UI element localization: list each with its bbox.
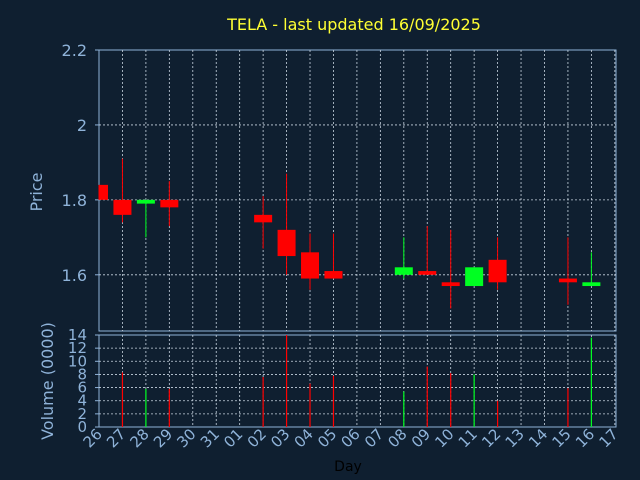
candle-body (113, 199, 132, 215)
candle-body (136, 199, 155, 204)
x-tick-label: 15 (549, 425, 575, 451)
volume-tick-label: 12 (68, 339, 87, 357)
candle-body (301, 252, 320, 279)
x-tick-label: 28 (126, 425, 152, 451)
volume-tick-label: 2 (77, 405, 87, 423)
x-tick-label: 08 (384, 425, 410, 451)
price-panel: 2.2 2 1.8 1.6 Price (27, 41, 617, 332)
x-tick-label: 12 (478, 425, 504, 451)
x-tick-label: 01 (220, 425, 246, 451)
candle-body (160, 199, 179, 208)
x-tick-label: 05 (314, 425, 340, 451)
price-plot-frame (98, 49, 617, 332)
x-tick-label: 06 (338, 425, 364, 451)
volume-plot-frame (98, 334, 617, 428)
x-tick-label: 17 (595, 425, 621, 451)
x-tick-label: 14 (525, 425, 551, 451)
volume-tick-label: 6 (77, 379, 87, 397)
candle-body (582, 282, 601, 287)
volume-tick-label: 14 (68, 326, 87, 344)
candles (98, 158, 601, 309)
x-tick-label: 29 (150, 425, 176, 451)
price-axis-label: Price (27, 172, 46, 211)
candle-body (254, 214, 273, 223)
candle-body (441, 282, 460, 287)
volume-tick-label: 0 (77, 418, 87, 436)
x-tick-label: 09 (408, 425, 434, 451)
candle-body (558, 278, 577, 283)
volume-tick-label: 10 (68, 352, 87, 370)
candle-body (394, 267, 413, 275)
candle-body (324, 271, 343, 279)
volume-bars (121, 335, 592, 427)
candle-body (418, 271, 437, 275)
candle-body (488, 259, 507, 283)
x-tick-label: 11 (455, 425, 481, 451)
x-tick-label: 13 (502, 425, 528, 451)
price-tick-label: 1.8 (62, 191, 87, 210)
x-tick-label: 10 (431, 425, 457, 451)
price-y-ticks: 2.2 2 1.8 1.6 (62, 41, 99, 285)
x-tick-label: 03 (267, 425, 293, 451)
candle-body (99, 184, 108, 200)
price-tick-label: 2 (77, 116, 87, 135)
x-tick-label: 04 (291, 425, 317, 451)
price-tick-label: 2.2 (62, 41, 87, 60)
x-tick-label: 31 (197, 425, 223, 451)
x-axis-label: Day (334, 459, 362, 475)
x-tick-labels: 2627282930310102030405060708091011121314… (80, 425, 622, 451)
price-tick-label: 1.6 (62, 266, 87, 285)
x-tick-label: 27 (103, 425, 129, 451)
x-tick-label: 30 (173, 425, 199, 451)
volume-tick-label: 8 (77, 365, 87, 383)
x-tick-label: 07 (361, 425, 387, 451)
candle-body (277, 229, 296, 257)
chart-title: TELA - last updated 16/09/2025 (226, 15, 481, 34)
volume-axis-label: Volume (0000) (38, 322, 57, 440)
volume-tick-label: 4 (77, 392, 87, 410)
x-tick-label: 02 (244, 425, 270, 451)
candle-body (465, 267, 484, 287)
x-tick-label: 16 (572, 425, 598, 451)
